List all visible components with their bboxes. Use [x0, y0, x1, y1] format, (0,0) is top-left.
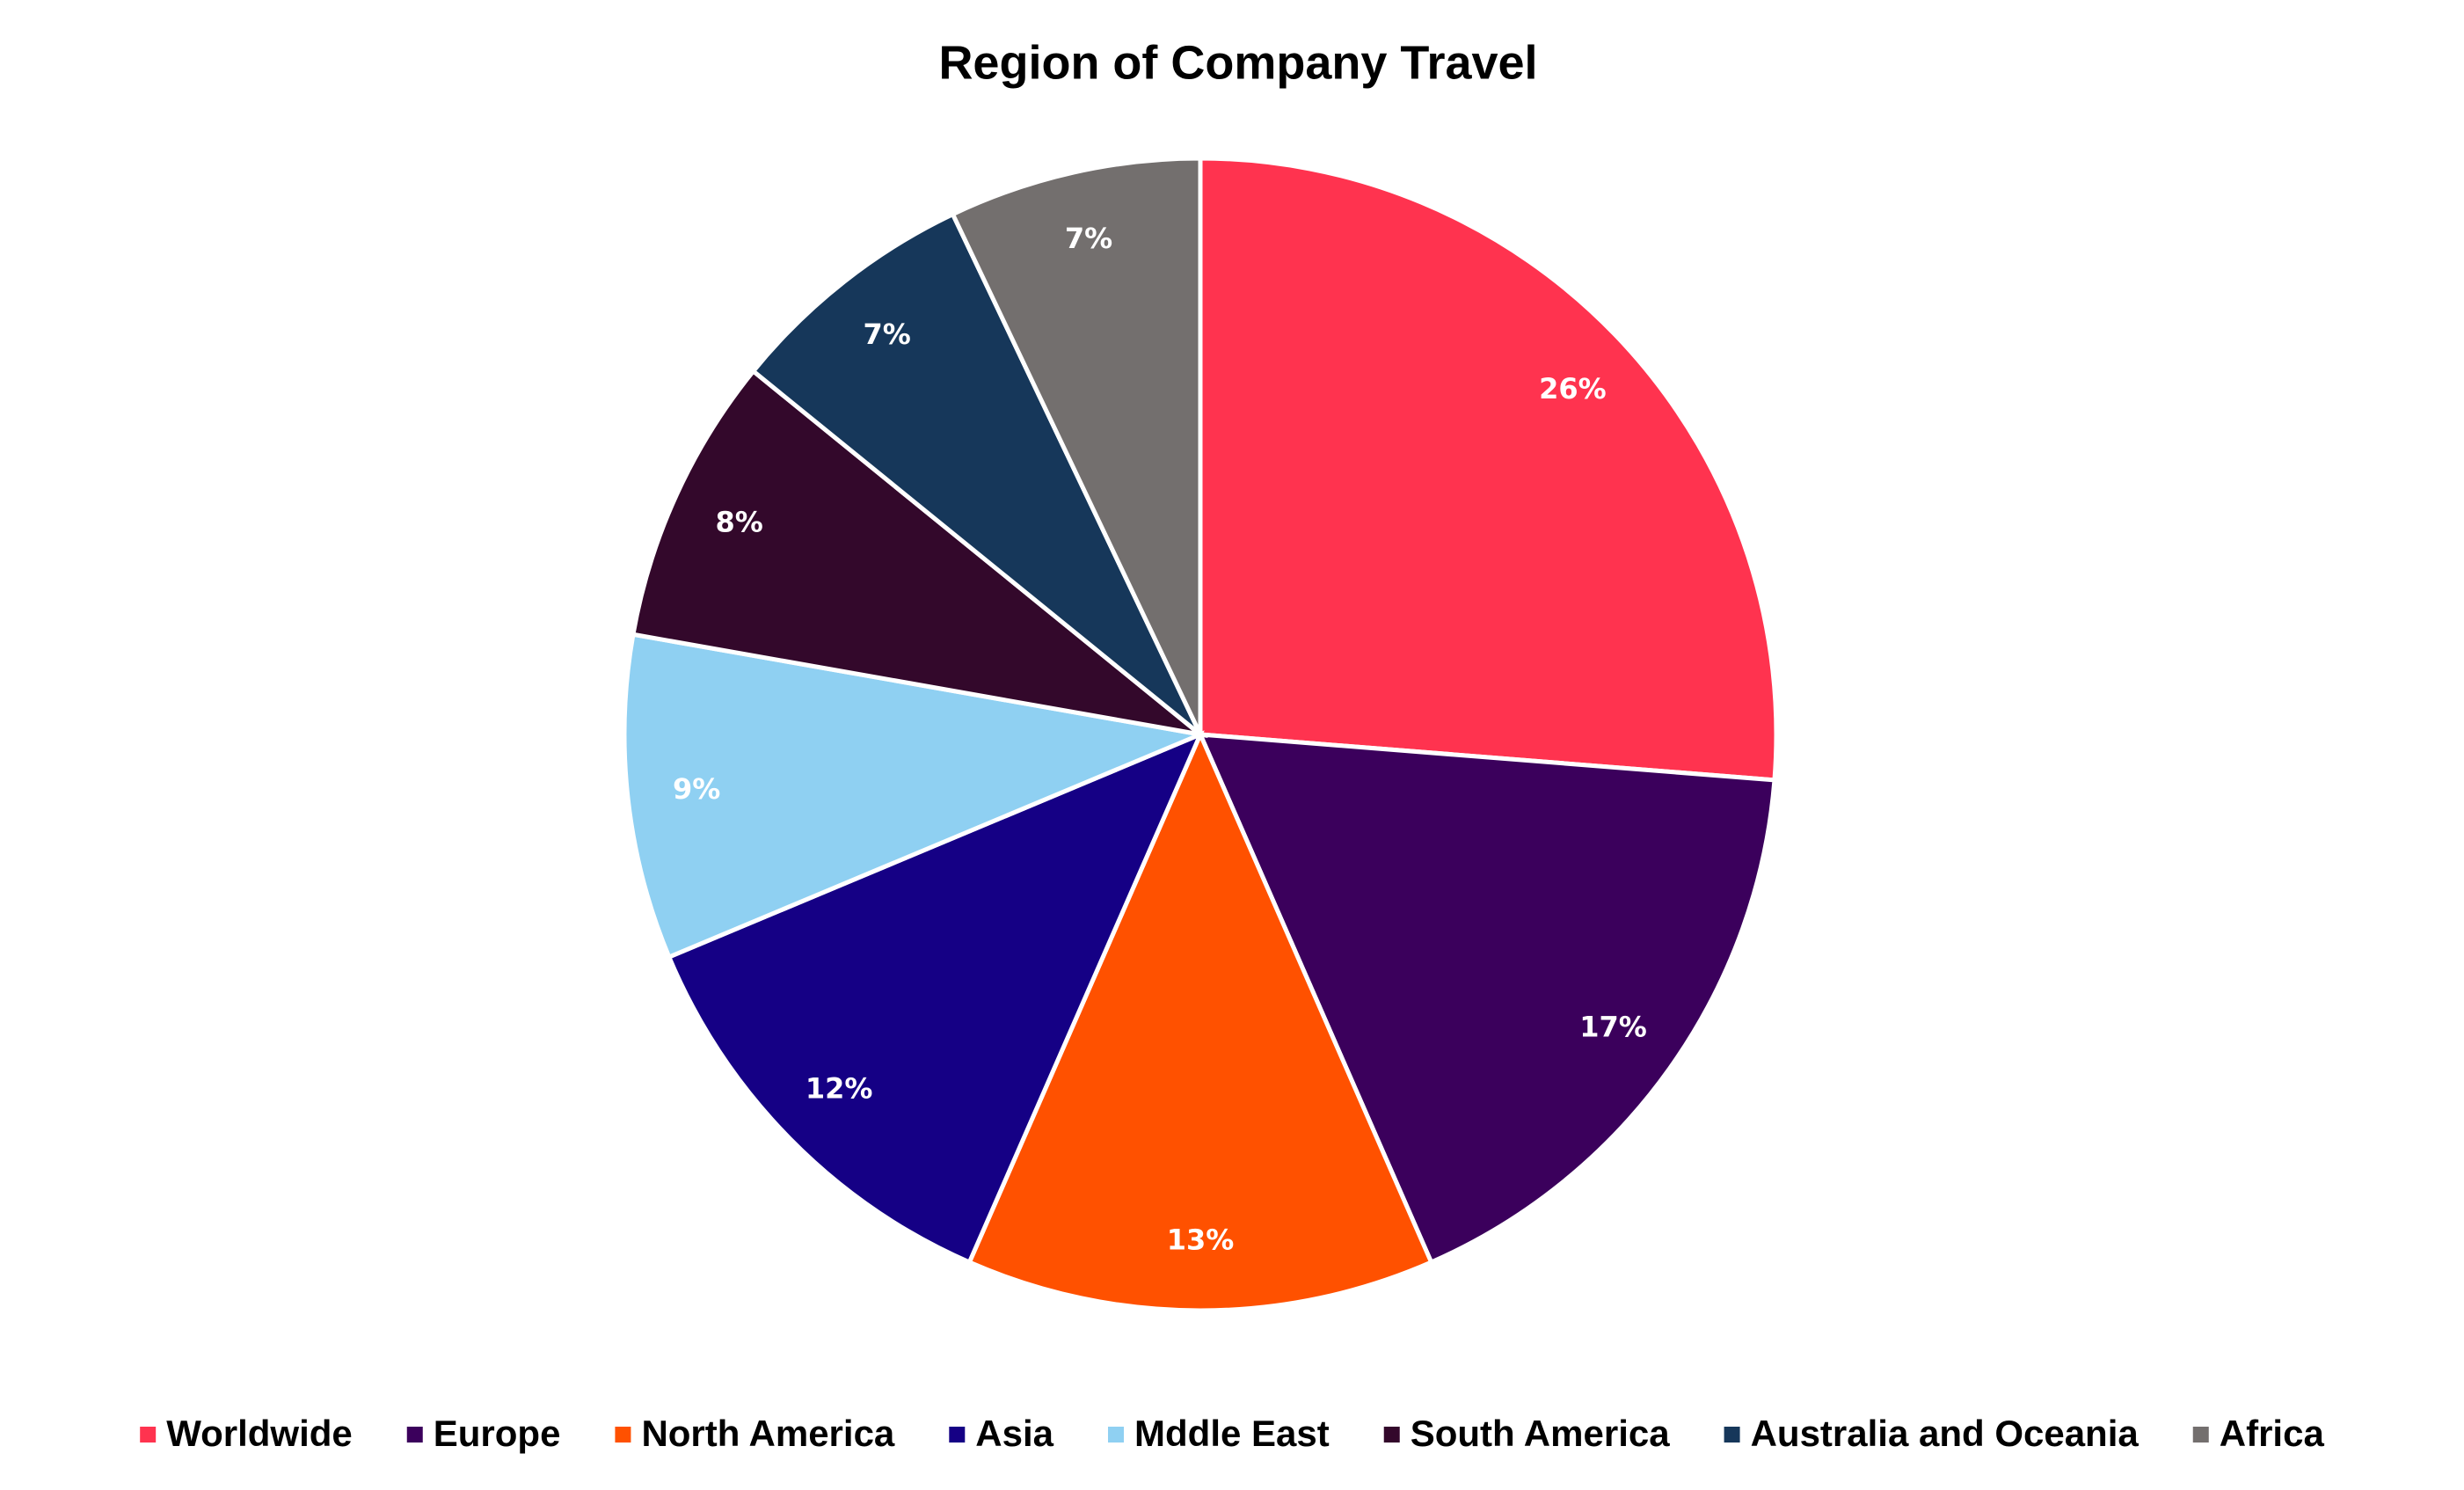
pie-slice — [950, 156, 1203, 736]
legend-label: Worldwide — [166, 1413, 353, 1454]
pie-slice — [1197, 732, 1777, 1266]
legend-label: Africa — [2220, 1413, 2325, 1454]
legend-marker — [1108, 1427, 1125, 1443]
data-label: 13% — [1167, 1223, 1235, 1256]
pie-slice — [666, 730, 1205, 1266]
data-label: 17% — [1579, 1010, 1647, 1043]
legend-label: Australia and Oceania — [1751, 1413, 2140, 1454]
legend-marker — [615, 1427, 631, 1443]
pie-slice — [750, 211, 1203, 736]
data-label: 7% — [864, 318, 911, 351]
pie-slice — [631, 368, 1209, 739]
legend-label: Europe — [434, 1413, 561, 1454]
data-label: 12% — [806, 1071, 873, 1105]
legend-marker — [2192, 1427, 2209, 1443]
legend-marker — [949, 1427, 966, 1443]
data-label: 7% — [1065, 222, 1112, 255]
data-label: 9% — [673, 772, 720, 806]
pie-slice — [1198, 156, 1779, 783]
pie-slice — [966, 728, 1434, 1313]
legend-label: South America — [1411, 1413, 1670, 1454]
legend-label: Mddle East — [1134, 1413, 1330, 1454]
chart-title: Region of Company Travel — [938, 36, 1537, 89]
data-label: 26% — [1539, 372, 1607, 405]
legend-marker — [1383, 1427, 1400, 1443]
data-label: 8% — [716, 506, 763, 539]
legend-marker — [1724, 1427, 1740, 1443]
legend-label: North America — [641, 1413, 894, 1454]
legend-marker — [406, 1427, 423, 1443]
legend-label: Asia — [975, 1413, 1053, 1454]
legend-marker — [140, 1427, 157, 1443]
pie-slice — [622, 632, 1208, 960]
